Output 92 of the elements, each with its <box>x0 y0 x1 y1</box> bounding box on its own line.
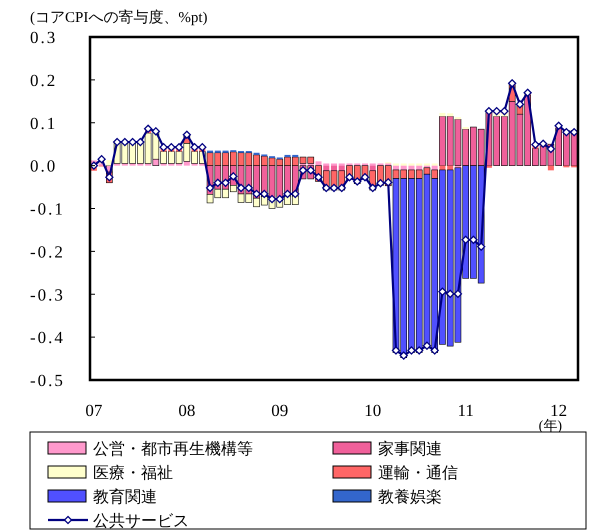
bar <box>431 170 438 179</box>
bar <box>400 166 407 170</box>
bar <box>214 152 222 166</box>
bar <box>206 194 214 204</box>
bar <box>516 114 524 166</box>
y-axis-title: (コアCPIへの寄与度、%pt) <box>30 9 208 26</box>
x-tick-label: 09 <box>271 401 288 420</box>
bar <box>268 158 276 166</box>
bar <box>323 166 330 171</box>
bar <box>385 163 392 166</box>
bar <box>416 170 423 179</box>
x-tick-label: 12 <box>550 401 568 420</box>
y-tick-label: -0.2 <box>30 242 65 262</box>
bar <box>424 167 430 174</box>
bar <box>206 152 214 166</box>
bar <box>392 170 400 179</box>
bar <box>370 163 376 166</box>
bar <box>439 116 446 166</box>
bar <box>454 167 462 343</box>
legend-label: 公営・都市再生機構等 <box>93 440 253 458</box>
bar <box>478 128 484 166</box>
bar <box>392 163 399 166</box>
legend-label: 公共サービス <box>93 512 189 530</box>
bar <box>184 161 190 166</box>
bar <box>230 152 237 166</box>
bar <box>408 166 414 170</box>
bar <box>446 170 454 346</box>
bar <box>260 156 268 166</box>
bar <box>439 112 446 116</box>
bar <box>338 166 345 171</box>
bar <box>330 166 338 171</box>
bar <box>370 166 376 171</box>
bar <box>408 170 415 179</box>
x-tick-label: 08 <box>178 401 196 420</box>
bar <box>346 163 353 166</box>
bar <box>454 119 462 166</box>
y-tick-label: -0.5 <box>30 371 65 390</box>
bar <box>245 152 252 166</box>
bar <box>508 101 516 166</box>
bar <box>400 170 408 179</box>
bar <box>253 154 260 166</box>
y-tick-label: 0.3 <box>30 28 58 47</box>
bar <box>323 163 330 166</box>
bar <box>330 163 338 166</box>
bar <box>470 126 477 166</box>
y-tick-label: -0.4 <box>30 328 65 348</box>
y-tick-label: 0.0 <box>30 156 58 176</box>
bar <box>152 158 160 166</box>
bar <box>439 166 446 170</box>
y-tick-label: 0.1 <box>30 114 58 133</box>
y-tick-label: 0.2 <box>30 70 58 90</box>
legend-label: 教養娯楽 <box>378 488 442 506</box>
bar <box>432 163 438 166</box>
bar <box>362 163 368 166</box>
bar <box>446 116 454 166</box>
bar <box>416 166 422 170</box>
bar <box>548 166 554 170</box>
bar <box>408 163 414 166</box>
bar <box>377 163 384 166</box>
x-tick-label: 11 <box>457 401 474 420</box>
y-tick-label: -0.1 <box>30 200 65 218</box>
bar <box>276 158 284 166</box>
bar <box>470 165 477 279</box>
bar <box>354 163 360 166</box>
bar <box>284 156 291 166</box>
bar <box>439 170 446 345</box>
bar <box>416 163 422 166</box>
bar <box>338 163 345 166</box>
x-tick-label: 10 <box>364 401 382 420</box>
legend-label: 教育関連 <box>93 488 157 506</box>
bar <box>184 143 190 162</box>
bar <box>222 152 229 166</box>
legend-label: 医療・福祉 <box>93 464 173 482</box>
bar <box>462 128 470 166</box>
bar <box>400 163 407 166</box>
bar <box>315 161 322 166</box>
bar <box>392 166 399 170</box>
bar <box>432 166 438 170</box>
bar <box>424 163 430 166</box>
bar <box>447 113 454 116</box>
legend-label: 運輸・通信 <box>378 464 458 482</box>
bar <box>300 156 306 164</box>
bar <box>400 178 408 358</box>
bar <box>292 156 299 166</box>
legend-label: 家事関連 <box>378 440 442 458</box>
bar <box>238 152 244 166</box>
bar <box>292 154 298 158</box>
bar <box>284 154 291 158</box>
y-tick-label: -0.3 <box>30 285 65 304</box>
x-tick-label: 07 <box>85 401 103 420</box>
bar <box>307 156 314 164</box>
bar <box>447 166 454 170</box>
